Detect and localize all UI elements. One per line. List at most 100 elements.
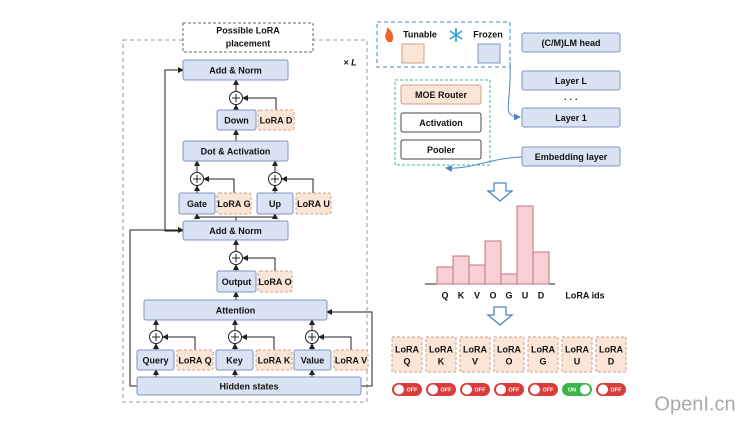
expert-card — [459, 336, 491, 373]
add-op — [308, 333, 316, 341]
hist-category: Q — [441, 290, 448, 300]
block-label: LoRA K — [258, 355, 291, 365]
expert-id: Q — [403, 356, 410, 366]
block — [255, 349, 293, 371]
block — [521, 107, 621, 128]
block — [215, 349, 254, 371]
block-label: MOE Router — [415, 90, 467, 100]
expert-id: K — [438, 356, 445, 366]
block — [143, 299, 328, 321]
expert-card — [493, 336, 525, 373]
repeat-label: × L — [343, 57, 356, 67]
expert-title: LoRA — [531, 344, 555, 354]
expert-title: LoRA — [565, 344, 589, 354]
switch-knob — [598, 384, 608, 395]
block — [216, 270, 257, 293]
block-label: Down — [224, 115, 249, 125]
connector — [326, 309, 373, 387]
connector — [241, 334, 275, 350]
placement-label: placement — [226, 38, 271, 48]
block-label: LoRA U — [297, 199, 330, 209]
block-label: LoRA D — [260, 115, 293, 125]
switch-knob — [462, 384, 472, 395]
placement-box — [182, 22, 314, 53]
block — [257, 109, 295, 131]
expert-title: LoRA — [429, 344, 453, 354]
block — [136, 376, 362, 396]
hist-bar — [532, 251, 550, 285]
expert-title: LoRA — [599, 344, 623, 354]
block — [400, 139, 482, 160]
block-label: Output — [222, 277, 252, 287]
block — [293, 349, 332, 371]
hist-category: D — [538, 290, 545, 300]
block — [178, 192, 216, 215]
hist-bar — [436, 266, 454, 285]
hist-bar — [484, 240, 502, 285]
switch-label: OFF — [611, 387, 623, 393]
block-label: Dot & Activation — [201, 146, 271, 156]
frozen-swatch — [477, 43, 501, 64]
block — [136, 349, 175, 371]
switch-label: ON — [568, 387, 576, 393]
block — [256, 192, 294, 215]
block-label: Embedding layer — [535, 152, 608, 162]
expert-card — [391, 336, 423, 373]
switch-label: OFF — [441, 387, 453, 393]
hist-category: K — [458, 290, 465, 300]
block — [400, 112, 482, 133]
block-label: LoRA O — [258, 277, 291, 287]
block-label: Attention — [216, 305, 256, 315]
expert-title: LoRA — [463, 344, 487, 354]
connector — [194, 213, 237, 221]
switch-knob — [496, 384, 506, 395]
connector — [242, 95, 277, 110]
connector — [203, 176, 235, 193]
block-label: Hidden states — [219, 381, 278, 391]
switch-knob — [428, 384, 438, 395]
expert-title: LoRA — [497, 344, 521, 354]
switch-label: OFF — [543, 387, 555, 393]
block-label: Add & Norm — [209, 65, 262, 75]
hist-bar — [468, 264, 486, 285]
hist-bar — [516, 205, 534, 285]
switch-label: OFF — [509, 387, 521, 393]
watermark: OpenI.cn — [654, 393, 735, 415]
block-label: Pooler — [427, 145, 456, 155]
expert-id: D — [608, 356, 615, 366]
expert-card — [425, 336, 457, 373]
legend-label: Tunable — [403, 29, 437, 39]
add-op — [231, 333, 239, 341]
connector — [164, 67, 184, 232]
block — [400, 84, 482, 105]
block-label: Up — [269, 199, 281, 209]
add-op — [152, 333, 160, 341]
hist-bar — [500, 273, 518, 285]
connector — [236, 213, 278, 219]
block-label: (C/M)LM head — [542, 38, 601, 48]
placement-label: Possible LoRA — [216, 25, 280, 35]
expert-title: LoRA — [395, 344, 419, 354]
block — [521, 32, 621, 53]
block-label: Layer 1 — [555, 113, 587, 123]
expert-card — [527, 336, 559, 373]
block-label: Query — [142, 355, 168, 365]
router-group — [394, 79, 491, 166]
add-op — [271, 175, 279, 183]
connector — [129, 227, 184, 387]
expert-id: G — [539, 356, 546, 366]
block — [182, 140, 289, 162]
switch-knob — [394, 384, 404, 395]
ellipsis: · · · — [564, 94, 578, 104]
fire-icon — [385, 27, 394, 42]
legend-label: Frozen — [473, 29, 503, 39]
block-label: LoRA Q — [178, 355, 211, 365]
expert-card — [595, 336, 627, 373]
block — [176, 349, 214, 371]
switch-label: OFF — [475, 387, 487, 393]
add-op — [232, 94, 240, 102]
tunable-swatch — [401, 43, 425, 64]
expert-id: V — [472, 356, 478, 366]
block — [521, 70, 621, 91]
block-label: LoRA V — [335, 355, 367, 365]
